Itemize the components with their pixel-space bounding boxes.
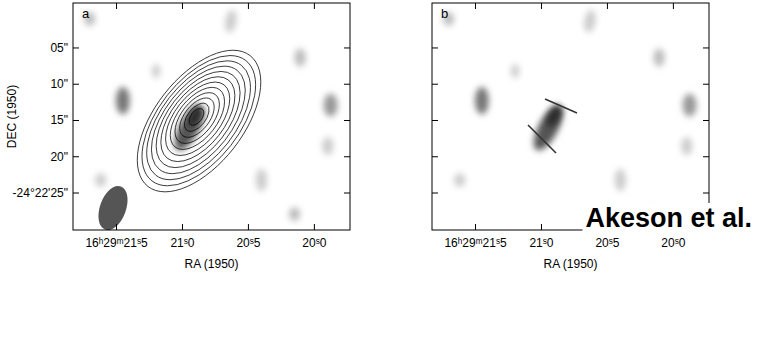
annotation: Akeson et al. — [585, 203, 752, 233]
y-tick — [703, 193, 709, 194]
emission-blob — [654, 48, 665, 66]
x-tick — [182, 224, 183, 230]
y-tick — [703, 120, 709, 121]
emission-blob — [256, 169, 267, 192]
contour — [173, 92, 221, 144]
y-axis-label: DEC (1950) — [5, 85, 19, 148]
x-tick-label: 16ʰ29ᵐ21ˢ5 — [85, 236, 148, 250]
x-tick-label: 16ʰ29ᵐ21ˢ5 — [444, 236, 507, 250]
contour — [146, 64, 249, 175]
y-tick-label: 20" — [50, 150, 68, 164]
y-tick — [344, 156, 350, 157]
x-tick — [182, 3, 183, 9]
y-tick — [344, 47, 350, 48]
y-tick — [432, 120, 438, 121]
contour — [166, 85, 228, 151]
x-tick — [541, 3, 542, 9]
x-tick-label: 20ˢ0 — [302, 236, 326, 250]
y-tick — [344, 120, 350, 121]
emission-blob — [475, 87, 489, 114]
emission-blob — [683, 94, 697, 117]
y-tick — [703, 156, 709, 157]
beam — [93, 182, 133, 230]
x-tick-label: 20ˢ0 — [661, 236, 685, 250]
y-tick — [73, 120, 79, 121]
x-tick-label: 20ˢ5 — [595, 236, 619, 250]
contour — [160, 78, 235, 159]
contour — [140, 57, 257, 183]
y-tick — [703, 84, 709, 85]
x-tick-label: 20ˢ5 — [236, 236, 260, 250]
panel-letter: b — [441, 6, 448, 21]
contour — [127, 43, 271, 198]
emission-blob — [95, 173, 106, 187]
frame — [432, 3, 709, 230]
y-tick-label: 05" — [50, 41, 68, 55]
y-tick-label: -24°22'25" — [13, 186, 68, 200]
x-tick — [673, 3, 674, 9]
x-tick — [475, 3, 476, 9]
x-tick — [116, 3, 117, 9]
emission-blob — [322, 137, 333, 155]
x-tick — [248, 3, 249, 9]
x-axis-label: RA (1950) — [543, 257, 597, 271]
panel-letter: a — [82, 6, 90, 21]
y-tick — [703, 47, 709, 48]
y-tick-label: 10" — [50, 77, 68, 91]
x-tick — [248, 224, 249, 230]
x-tick — [607, 3, 608, 9]
y-tick — [432, 193, 438, 194]
x-tick-label: 21ˢ0 — [529, 236, 553, 250]
emission-blob — [544, 104, 564, 129]
emission-blob — [295, 48, 306, 66]
y-tick — [73, 156, 79, 157]
annotation-background — [582, 203, 754, 233]
contour — [153, 71, 242, 167]
frame — [73, 3, 350, 230]
emission-blob — [615, 169, 626, 192]
emission-blob — [223, 9, 238, 33]
contour — [120, 36, 278, 206]
y-tick — [432, 47, 438, 48]
y-tick — [432, 156, 438, 157]
x-tick — [475, 224, 476, 230]
y-tick — [432, 84, 438, 85]
emission-blob — [582, 9, 597, 33]
x-tick — [541, 224, 542, 230]
annotation-group: Akeson et al. — [582, 203, 754, 233]
x-tick — [314, 224, 315, 230]
emission-blob — [289, 207, 300, 221]
emission-blob — [152, 64, 160, 78]
emission-blob — [324, 94, 338, 117]
emission-blob — [528, 101, 569, 154]
y-tick — [344, 84, 350, 85]
marker-line — [545, 99, 577, 113]
y-tick — [344, 193, 350, 194]
figure: 16ʰ29ᵐ21ˢ5 21ˢ0 20ˢ5 20ˢ0 05" 10" 15" 20" -24°22… — [0, 0, 760, 352]
contour — [180, 99, 214, 136]
y-tick — [73, 47, 79, 48]
contour — [133, 50, 263, 191]
emission-blob — [511, 64, 519, 78]
marker-line — [528, 125, 556, 153]
x-tick — [314, 3, 315, 9]
contour — [113, 29, 285, 214]
y-tick — [73, 193, 79, 194]
y-tick — [73, 84, 79, 85]
image-area — [443, 9, 696, 221]
image-area — [84, 9, 337, 230]
x-axis-label: RA (1950) — [184, 257, 238, 271]
x-tick — [116, 224, 117, 230]
emission-blob — [116, 87, 130, 114]
x-tick-label: 21ˢ0 — [170, 236, 194, 250]
contour — [186, 106, 207, 128]
emission-blob — [681, 137, 692, 155]
y-tick-label: 15" — [50, 113, 68, 127]
emission-blob — [454, 173, 465, 187]
